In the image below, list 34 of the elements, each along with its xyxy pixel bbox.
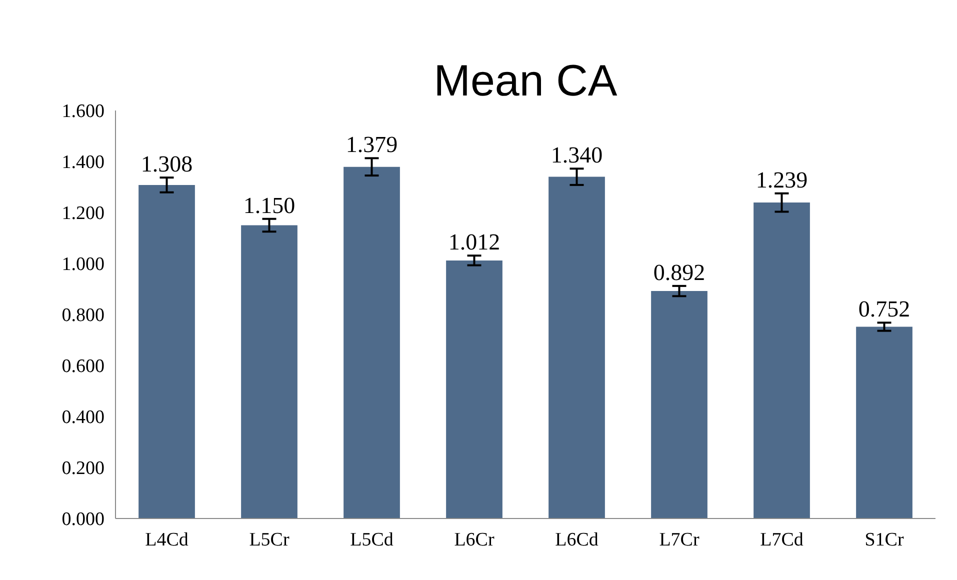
bar [548,176,605,518]
data-label: 1.308 [140,152,193,177]
x-tick-label: L6Cr [454,530,495,550]
bar [446,260,502,518]
y-tick-label: 0.600 [62,356,104,377]
data-label: 0.752 [858,296,910,322]
chart-title: Mean CA [434,56,618,106]
x-tick-label: L6Cd [555,530,599,550]
data-label: 1.012 [448,230,500,255]
bar [754,202,810,518]
y-tick-label: 1.400 [62,152,104,173]
data-label: 1.379 [346,132,398,158]
bar [344,166,400,518]
data-label: 1.340 [550,142,603,168]
y-tick-label: 0.000 [62,509,104,530]
x-tick-label: L7Cr [659,530,700,550]
y-tick-label: 1.600 [62,101,104,122]
bar [856,326,912,518]
bar [651,291,708,518]
bar [241,225,298,518]
x-tick-label: L5Cd [350,530,394,550]
x-tick-label: L7Cd [760,530,804,550]
y-tick-label: 1.200 [62,203,104,224]
data-label: 1.150 [243,192,296,218]
y-tick-label: 0.200 [62,458,104,479]
x-tick-label: L5Cr [249,530,290,550]
data-label: 0.892 [653,260,706,285]
x-tick-label: L4Cd [145,530,189,550]
y-tick-label: 0.800 [62,305,104,326]
x-tick-label: S1Cr [864,530,904,550]
data-label: 1.239 [756,167,808,192]
bar [138,184,195,518]
y-tick-label: 1.000 [62,254,104,275]
y-tick-label: 0.400 [62,407,104,428]
